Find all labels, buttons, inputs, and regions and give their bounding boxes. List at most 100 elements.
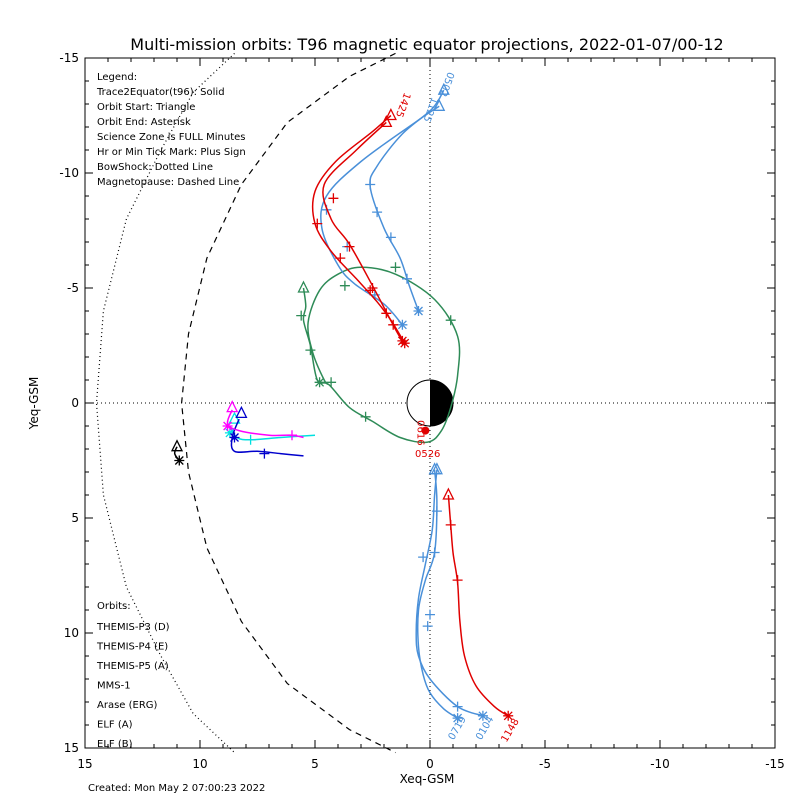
orbit-line xyxy=(311,114,406,344)
orbit-tick-plus xyxy=(305,345,316,356)
y-tick-label: -15 xyxy=(59,51,79,65)
orbit-tick-plus xyxy=(339,280,350,291)
orbit-tick-plus xyxy=(287,430,297,441)
x-tick-label: 15 xyxy=(77,757,92,771)
orbit-start-triangle xyxy=(428,462,441,475)
orbit-line xyxy=(447,494,509,717)
x-tick-label: -15 xyxy=(765,757,785,771)
orbit-end-asterisk xyxy=(452,713,463,724)
orbits-legend-entry: Arase (ERG) xyxy=(97,700,158,711)
orbit-tick-plus xyxy=(402,273,412,284)
orbit-series-group xyxy=(229,405,304,459)
orbit-end-asterisk xyxy=(397,319,408,330)
orbit-tick-plus xyxy=(418,552,429,563)
earth-nightside xyxy=(430,380,453,426)
orbit-tick-plus xyxy=(385,232,396,243)
orbit-start-triangle xyxy=(297,280,310,293)
time-label: 0526 xyxy=(415,449,440,460)
orbit-tick-plus xyxy=(381,308,392,319)
orbit-start-triangle xyxy=(235,405,248,418)
orbit-start-triangle xyxy=(442,487,455,500)
orbit-end-asterisk xyxy=(229,432,240,443)
legend-line: Legend: xyxy=(97,72,137,83)
orbit-start-triangle xyxy=(380,114,393,128)
orbit-tick-plus xyxy=(245,434,256,445)
legend: Legend: Trace2Equator(t96): Solid Orbit St… xyxy=(96,72,246,188)
orbit-tick-plus xyxy=(422,621,433,632)
orbit-end-asterisk xyxy=(397,335,408,346)
legend-line: Hr or Min Tick Mark: Plus Sign xyxy=(97,147,246,158)
time-label: 0616 xyxy=(414,420,425,445)
orbit-series-group xyxy=(322,114,408,346)
orbit-end-asterisk xyxy=(413,306,424,316)
orbit-start-triangle xyxy=(226,400,239,413)
created-timestamp: Created: Mon May 2 07:00:23 2022 xyxy=(88,783,265,794)
orbit-end-asterisk xyxy=(477,710,488,721)
bowshock-line xyxy=(95,52,235,754)
orbit-start-triangle xyxy=(433,98,446,111)
y-tick-label: 15 xyxy=(64,741,79,755)
orbit-tick-plus xyxy=(372,207,383,218)
legend-line: Orbit Start: Triangle xyxy=(97,102,195,113)
orbit-tick-plus xyxy=(452,575,463,586)
orbit-end-asterisk xyxy=(314,377,325,388)
orbit-tick-plus xyxy=(425,609,435,620)
orbit-tick-plus xyxy=(312,218,323,229)
orbit-start-triangle xyxy=(384,108,397,121)
y-tick-label: 5 xyxy=(71,511,79,525)
x-axis-label: Xeq-GSM xyxy=(400,772,455,786)
y-tick-label: 0 xyxy=(71,396,79,410)
y-tick-label: 10 xyxy=(64,626,79,640)
y-axis-label: Yeq-GSM xyxy=(27,377,41,431)
orbit-series xyxy=(170,82,514,724)
earth-marker xyxy=(406,379,454,435)
legend-line: Orbit End: Asterisk xyxy=(97,117,191,128)
legend-line: Science Zone is FULL Minutes xyxy=(97,132,246,143)
x-tick-label: -10 xyxy=(650,757,670,771)
orbit-series-group xyxy=(415,462,488,721)
orbits-legend-entry: THEMIS-P4 (E) xyxy=(96,642,168,653)
orbit-tick-plus xyxy=(328,193,339,204)
orbit-tick-plus xyxy=(390,262,401,273)
orbit-line xyxy=(302,266,461,444)
orbits-legend: Orbits: THEMIS-P3 (D) THEMIS-P4 (E) THEMIS-… xyxy=(96,601,170,750)
orbit-series-group xyxy=(222,400,304,441)
orbits-legend-entry: THEMIS-P3 (D) xyxy=(96,622,170,633)
orbit-tick-plus xyxy=(360,411,371,422)
orbit-line xyxy=(417,469,459,719)
orbits-legend-entry: THEMIS-P5 (A) xyxy=(96,661,169,672)
orbit-tick-plus xyxy=(259,448,270,459)
orbits-legend-entry: MMS-1 xyxy=(97,681,131,692)
orbit-start-triangle xyxy=(437,82,450,95)
orbits-legend-entry: ELF (B) xyxy=(97,739,133,750)
orbit-tick-plus xyxy=(445,519,456,530)
chart-title: Multi-mission orbits: T96 magnetic equat… xyxy=(130,35,723,54)
orbit-tick-plus xyxy=(344,241,355,252)
orbits-legend-entry: ELF (A) xyxy=(97,720,133,731)
boundary-curves xyxy=(95,52,396,754)
orbit-series-group xyxy=(170,439,185,466)
orbit-tick-plus xyxy=(445,315,456,326)
orbit-tick-plus xyxy=(326,377,337,388)
orbits-legend-header: Orbits: xyxy=(97,601,131,612)
orbit-series-group xyxy=(417,462,463,724)
orbit-tick-plus xyxy=(365,285,376,296)
orbit-tick-plus xyxy=(335,253,346,264)
origin-marker xyxy=(421,426,430,435)
orbit-start-triangle xyxy=(228,411,241,424)
orbit-tick-plus xyxy=(452,701,463,712)
orbit-end-asterisk xyxy=(174,455,185,466)
x-tick-label: 0 xyxy=(426,757,434,771)
orbit-start-triangle xyxy=(170,439,184,452)
magnetopause-line xyxy=(180,52,396,754)
y-tick-label: -10 xyxy=(59,166,79,180)
orbit-end-asterisk xyxy=(503,710,514,721)
orbit-series-group xyxy=(442,487,514,721)
x-tick-label: 10 xyxy=(192,757,207,771)
x-tick-label: -5 xyxy=(539,757,551,771)
orbit-series-group xyxy=(296,262,461,444)
legend-line: BowShock: Dotted Line xyxy=(97,162,213,173)
legend-line: Trace2Equator(t96): Solid xyxy=(96,87,225,98)
orbit-tick-plus xyxy=(296,310,307,321)
